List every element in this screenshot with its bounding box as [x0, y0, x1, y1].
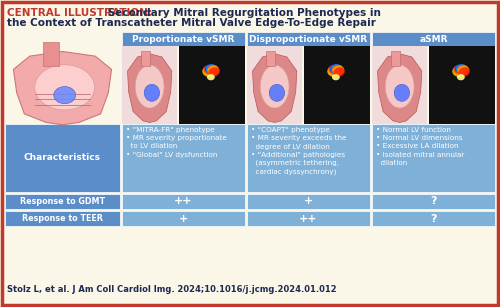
FancyBboxPatch shape	[372, 124, 495, 192]
Ellipse shape	[332, 65, 344, 74]
Text: Secondary Mitral Regurgitation Phenotypes in: Secondary Mitral Regurgitation Phenotype…	[104, 8, 381, 18]
Ellipse shape	[454, 65, 466, 74]
Polygon shape	[266, 51, 274, 66]
Text: Proportionate vSMR: Proportionate vSMR	[132, 34, 234, 44]
Text: +: +	[304, 196, 313, 207]
Ellipse shape	[144, 84, 160, 101]
FancyBboxPatch shape	[5, 211, 120, 226]
Ellipse shape	[330, 64, 342, 74]
Ellipse shape	[334, 67, 345, 77]
Text: aSMR: aSMR	[419, 34, 448, 44]
Ellipse shape	[207, 74, 215, 80]
FancyBboxPatch shape	[122, 46, 178, 124]
FancyBboxPatch shape	[122, 194, 245, 209]
Ellipse shape	[452, 67, 464, 77]
Ellipse shape	[453, 66, 464, 76]
Polygon shape	[391, 51, 400, 66]
FancyBboxPatch shape	[122, 211, 245, 226]
Ellipse shape	[208, 67, 220, 77]
FancyBboxPatch shape	[247, 211, 370, 226]
Text: the Context of Transcatheter Mitral Valve Edge-To-Edge Repair: the Context of Transcatheter Mitral Valv…	[7, 18, 376, 28]
FancyBboxPatch shape	[247, 124, 370, 192]
Ellipse shape	[458, 66, 469, 76]
Ellipse shape	[260, 65, 289, 108]
Ellipse shape	[328, 66, 340, 76]
Text: +: +	[179, 213, 188, 223]
Text: CENTRAL ILLUSTRATION:: CENTRAL ILLUSTRATION:	[7, 8, 152, 18]
Text: ++: ++	[174, 196, 193, 207]
Polygon shape	[141, 51, 150, 66]
Ellipse shape	[206, 65, 218, 74]
Ellipse shape	[136, 65, 164, 108]
Ellipse shape	[454, 64, 466, 74]
FancyBboxPatch shape	[304, 46, 370, 124]
Polygon shape	[128, 54, 172, 122]
Text: • "COAPT" phenotype
• MR severity exceeds the
  degree of LV dilation
• "Additio: • "COAPT" phenotype • MR severity exceed…	[251, 127, 346, 175]
Text: Characteristics: Characteristics	[24, 154, 101, 162]
Ellipse shape	[386, 65, 414, 108]
Text: Response to GDMT: Response to GDMT	[20, 197, 105, 206]
Ellipse shape	[456, 64, 468, 74]
FancyBboxPatch shape	[122, 32, 245, 46]
Ellipse shape	[458, 67, 470, 77]
Ellipse shape	[330, 64, 342, 74]
Ellipse shape	[394, 84, 409, 101]
FancyBboxPatch shape	[247, 46, 302, 124]
Ellipse shape	[208, 66, 220, 76]
Text: • Normal LV function
• Normal LV dimensions
• Excessive LA dilation
• Isolated m: • Normal LV function • Normal LV dimensi…	[376, 127, 464, 166]
FancyBboxPatch shape	[5, 194, 120, 209]
Ellipse shape	[328, 65, 340, 74]
Text: Response to TEER: Response to TEER	[22, 214, 103, 223]
FancyBboxPatch shape	[247, 32, 370, 46]
FancyBboxPatch shape	[5, 124, 120, 192]
Polygon shape	[14, 52, 112, 125]
FancyBboxPatch shape	[372, 46, 428, 124]
Polygon shape	[378, 54, 422, 122]
Ellipse shape	[54, 87, 76, 104]
Ellipse shape	[456, 65, 468, 74]
Ellipse shape	[332, 66, 344, 76]
Ellipse shape	[204, 65, 216, 74]
FancyBboxPatch shape	[247, 194, 370, 209]
FancyBboxPatch shape	[372, 32, 495, 46]
Text: ?: ?	[430, 213, 437, 223]
Ellipse shape	[202, 67, 214, 77]
Text: Stolz L, et al. J Am Coll Cardiol Img. 2024;10.1016/j.jcmg.2024.01.012: Stolz L, et al. J Am Coll Cardiol Img. 2…	[7, 285, 336, 294]
FancyBboxPatch shape	[372, 211, 495, 226]
Polygon shape	[43, 42, 59, 65]
Ellipse shape	[332, 74, 340, 80]
FancyBboxPatch shape	[430, 46, 495, 124]
Text: Disproportionate vSMR: Disproportionate vSMR	[250, 34, 368, 44]
Ellipse shape	[206, 64, 218, 74]
FancyBboxPatch shape	[372, 194, 495, 209]
Ellipse shape	[269, 84, 284, 101]
Ellipse shape	[203, 66, 214, 76]
Ellipse shape	[328, 67, 339, 77]
Ellipse shape	[204, 64, 216, 74]
Text: ?: ?	[430, 196, 437, 207]
Ellipse shape	[34, 65, 94, 110]
Polygon shape	[252, 54, 297, 122]
FancyBboxPatch shape	[122, 124, 245, 192]
Ellipse shape	[457, 74, 465, 80]
FancyBboxPatch shape	[180, 46, 245, 124]
Text: • "MITRA-FR" phenotype
• MR severity proportionate
  to LV dilation
• "Global" L: • "MITRA-FR" phenotype • MR severity pro…	[126, 127, 227, 158]
Text: ++: ++	[299, 213, 318, 223]
